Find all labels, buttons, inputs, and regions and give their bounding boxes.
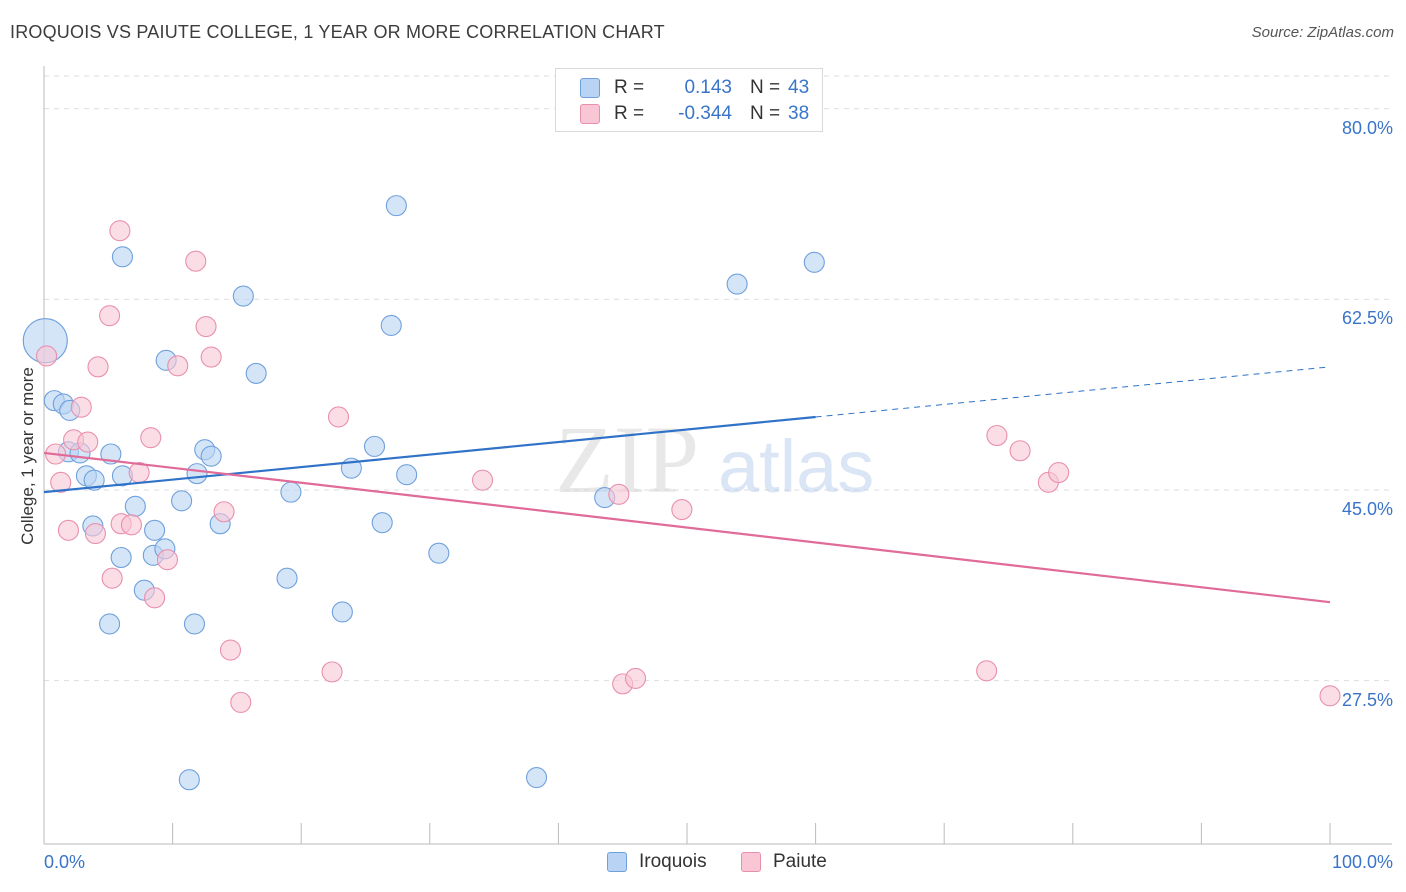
paiute-point <box>327 406 350 428</box>
x-tick-min: 0.0% <box>44 852 86 872</box>
iroquois-point <box>99 613 121 635</box>
iroquois-point <box>371 512 393 534</box>
y-tick-label: 45.0% <box>1341 498 1393 519</box>
paiute-point <box>213 501 235 523</box>
iroquois-point <box>110 546 132 569</box>
stats-legend: R = 0.143 N = 43 R = -0.344 N = 38 <box>555 68 823 132</box>
legend-n-label: N = <box>750 103 781 124</box>
iroquois-r-value: 0.143 <box>684 77 732 98</box>
iroquois-point <box>144 519 166 541</box>
paiute-point <box>671 499 693 521</box>
iroquois-point <box>380 314 402 337</box>
paiute-trend-line <box>43 451 1331 604</box>
iroquois-point <box>363 435 386 457</box>
paiute-point <box>608 483 630 505</box>
paiute-point <box>219 639 242 661</box>
iroquois-point <box>276 567 298 589</box>
paiute-point <box>140 427 162 449</box>
iroquois-point <box>178 769 200 791</box>
iroquois-legend-swatch <box>607 852 627 872</box>
iroquois-swatch <box>580 78 600 98</box>
y-tick-label: 62.5% <box>1341 308 1393 329</box>
iroquois-point <box>525 766 548 789</box>
legend-n-label: N = <box>750 77 781 98</box>
chart-title: IROQUOIS VS PAIUTE COLLEGE, 1 YEAR OR MO… <box>10 22 665 42</box>
paiute-point <box>120 514 142 536</box>
source-value: ZipAtlas.com <box>1307 24 1394 41</box>
legend-r-label: R = <box>614 77 645 98</box>
iroquois-trend-extension <box>815 366 1331 418</box>
paiute-point <box>230 691 252 713</box>
paiute-point <box>976 660 998 682</box>
iroquois-point <box>124 495 146 517</box>
iroquois-point <box>200 445 222 467</box>
paiute-point <box>167 355 189 377</box>
paiute-point <box>101 567 123 589</box>
paiute-point <box>1048 461 1070 484</box>
x-tick-max: 100.0% <box>1331 852 1393 872</box>
paiute-point <box>625 667 647 689</box>
paiute-point <box>156 549 179 571</box>
legend-r-label: R = <box>614 103 645 124</box>
iroquois-point <box>111 246 133 268</box>
paiute-point <box>70 396 92 418</box>
iroquois-point <box>232 285 254 307</box>
paiute-point <box>144 587 166 609</box>
axes <box>43 66 1392 845</box>
paiute-r-value: -0.344 <box>678 103 732 124</box>
paiute-point <box>195 316 217 338</box>
paiute-point <box>84 522 106 545</box>
iroquois-point <box>428 542 450 564</box>
iroquois-point <box>183 613 206 635</box>
iroquois-point <box>171 490 193 512</box>
paiute-point <box>36 345 58 367</box>
legend-item-paiute: Paiute <box>741 851 827 873</box>
iroquois-point <box>396 464 418 486</box>
iroquois-point <box>186 463 208 485</box>
paiute-point <box>986 424 1008 447</box>
paiute-point <box>57 519 79 541</box>
paiute-point <box>471 469 494 491</box>
series-iroquois <box>22 195 825 791</box>
paiute-point <box>99 305 121 327</box>
iroquois-point <box>803 251 825 273</box>
iroquois-point <box>331 601 353 623</box>
trend-lines <box>43 366 1331 604</box>
paiute-legend-label: Paiute <box>773 851 827 872</box>
grid-lines <box>44 75 1392 682</box>
iroquois-point <box>726 273 748 295</box>
paiute-point <box>1009 440 1031 462</box>
source-label: Source: <box>1251 24 1304 41</box>
paiute-point <box>185 250 207 272</box>
iroquois-point <box>280 481 302 503</box>
paiute-swatch <box>580 104 600 124</box>
iroquois-point <box>245 362 267 384</box>
iroquois-point <box>83 469 105 491</box>
paiute-point <box>87 356 109 378</box>
paiute-legend-swatch <box>741 852 761 872</box>
iroquois-n-value: 43 <box>788 77 810 98</box>
paiute-point <box>321 661 343 683</box>
watermark-atlas: atlas <box>718 425 874 508</box>
paiute-point <box>1319 685 1341 707</box>
y-tick-label: 80.0% <box>1341 117 1393 138</box>
paiute-point <box>200 346 222 368</box>
source-credit: Source: ZipAtlas.com <box>1252 24 1394 41</box>
paiute-point <box>77 431 99 453</box>
legend-row-paiute: R = -0.344 N = 38 <box>580 103 809 125</box>
legend-row-iroquois: R = 0.143 N = 43 <box>580 77 809 99</box>
iroquois-point <box>385 195 407 217</box>
legend-item-iroquois: Iroquois <box>607 851 707 873</box>
paiute-point <box>109 220 131 242</box>
iroquois-legend-label: Iroquois <box>639 851 707 872</box>
series-paiute <box>36 220 1341 713</box>
paiute-point <box>50 471 72 493</box>
paiute-n-value: 38 <box>788 103 810 124</box>
y-axis-label: College, 1 year or more <box>18 367 37 545</box>
iroquois-trend-line <box>43 415 816 494</box>
y-tick-label: 27.5% <box>1341 689 1393 710</box>
